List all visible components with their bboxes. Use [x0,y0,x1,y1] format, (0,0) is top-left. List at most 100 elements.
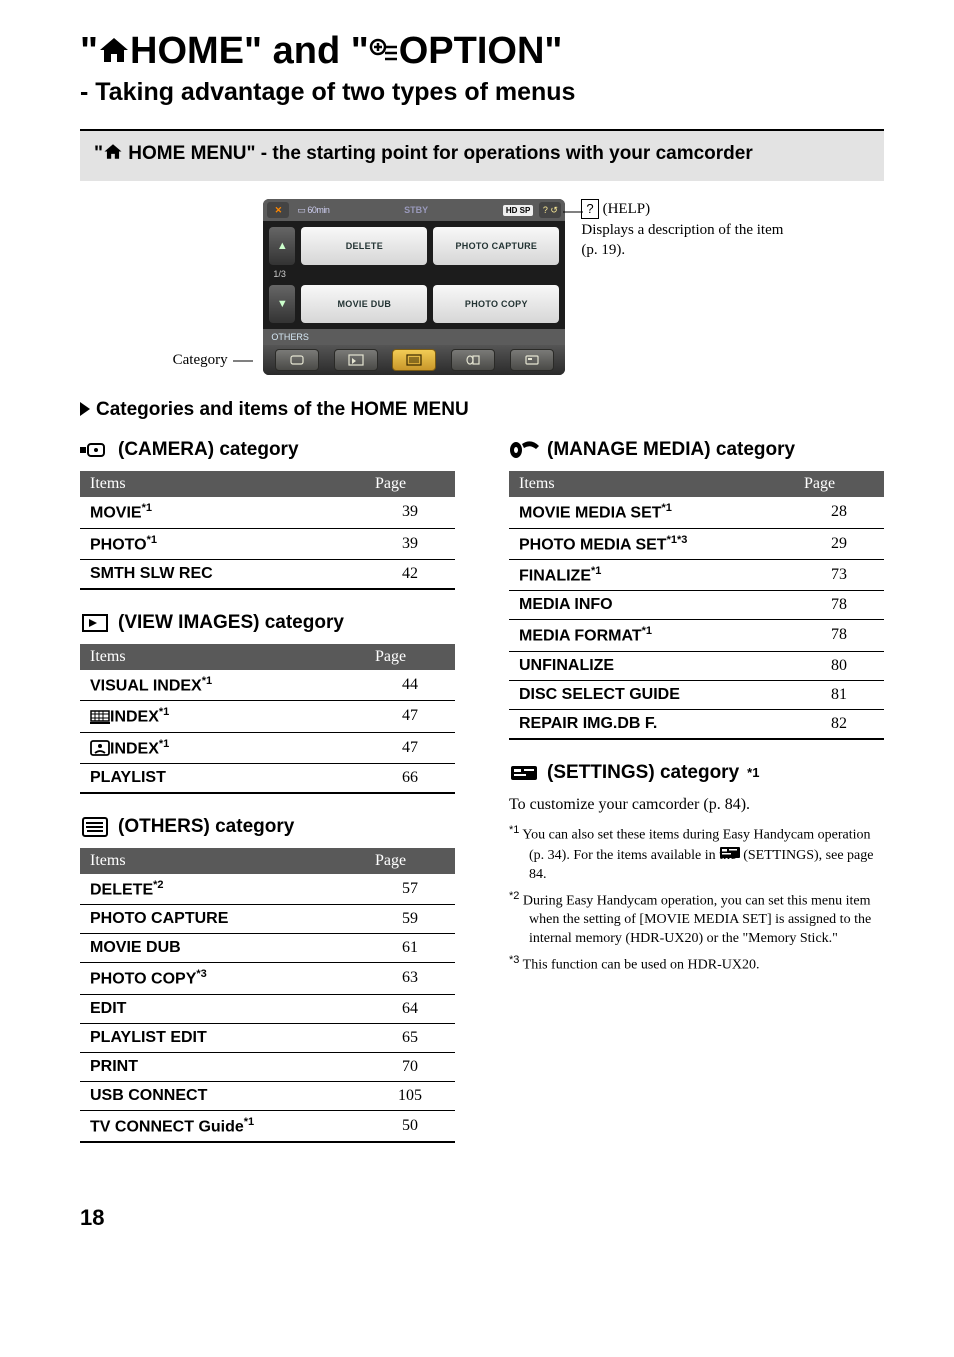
banner: " HOME MENU" - the starting point for op… [80,129,884,181]
table-row: REPAIR IMG.DB F.82 [509,709,884,739]
item-name: INDEX*1 [80,701,365,732]
table-row: PHOTO CAPTURE59 [80,905,455,934]
item-page: 39 [365,497,455,528]
categories-heading: Categories and items of the HOME MENU [80,399,884,421]
item-name: PLAYLIST EDIT [80,1023,365,1052]
shot-photo-copy-button: PHOTO COPY [433,285,559,323]
shot-battery-text: 60min [307,205,329,215]
item-page: 47 [365,732,455,763]
shot-topbar: ✕ ▭ 60min STBY HD SP ? ↺ [263,199,565,221]
item-page: 82 [794,709,884,739]
item-page: 81 [794,680,884,709]
item-page: 63 [365,963,455,994]
help-box-icon: ? [581,199,598,219]
camera-category-title: (CAMERA) category [118,439,299,461]
footnote-2-text: During Easy Handycam operation, you can … [523,893,871,946]
th-items: Items [509,471,794,497]
footnote-2: *2 During Easy Handycam operation, you c… [509,889,884,949]
footnote-3-text: This function can be used on HDR-UX20. [523,958,760,973]
shot-delete-button: DELETE [301,227,427,265]
table-row: USB CONNECT105 [80,1081,455,1110]
shot-hdsp: HD SP [503,205,533,216]
item-page: 64 [365,994,455,1023]
shot-page-counter: 1/3 [263,269,565,279]
item-name: FINALIZE*1 [509,559,794,590]
camera-category-heading: (CAMERA) category [80,439,455,461]
table-row: PLAYLIST EDIT65 [80,1023,455,1052]
item-page: 73 [794,559,884,590]
left-column: (CAMERA) category ItemsPage MOVIE*139PHO… [80,439,455,1165]
settings-sup: *1 [747,765,759,780]
settings-icon [509,762,539,784]
home-icon [98,31,130,74]
item-name: MOVIE*1 [80,497,365,528]
shot-stby: STBY [404,205,428,215]
shot-row-1: ▲ DELETE PHOTO CAPTURE [263,221,565,271]
table-row: SMTH SLW REC42 [80,559,455,589]
shot-down-icon: ▼ [269,285,295,323]
footnote-3: *3 This function can be used on HDR-UX20… [509,953,884,976]
item-name: MEDIA INFO [509,591,794,620]
th-items: Items [80,848,365,874]
others-category-title: (OTHERS) category [118,816,294,838]
view-category-heading: (VIEW IMAGES) category [80,612,455,634]
view-table: ItemsPage VISUAL INDEX*144INDEX*147INDEX… [80,644,455,794]
table-row: INDEX*147 [80,701,455,732]
camera-table: ItemsPage MOVIE*139PHOTO*139SMTH SLW REC… [80,471,455,590]
view-images-icon [80,612,110,634]
settings-category-title: (SETTINGS) category [547,762,739,784]
footnote-1-mark: *1 [509,824,519,836]
th-page: Page [365,644,455,670]
shot-close-icon: ✕ [267,202,289,218]
shot-battery: ▭ 60min [297,205,329,216]
item-name: SMTH SLW REC [80,559,365,589]
table-row: FINALIZE*173 [509,559,884,590]
table-row: PHOTO*139 [80,528,455,559]
page-title: "HOME" and "OPTION" [80,30,884,74]
item-page: 80 [794,651,884,680]
page-subtitle: - Taking advantage of two types of menus [80,78,884,107]
table-row: VISUAL INDEX*144 [80,670,455,701]
item-name: DELETE*2 [80,874,365,905]
shot-others-label: OTHERS [263,329,565,345]
shot-help-icon: ? ↺ [539,202,561,218]
table-row: PRINT70 [80,1052,455,1081]
th-page: Page [365,471,455,497]
table-row: MOVIE DUB61 [80,934,455,963]
table-row: PLAYLIST66 [80,763,455,793]
table-row: MOVIE*139 [80,497,455,528]
item-page: 50 [365,1110,455,1142]
table-row: PHOTO MEDIA SET*1*329 [509,528,884,559]
item-name: INDEX*1 [80,732,365,763]
home-icon [103,142,123,168]
item-page: 66 [365,763,455,793]
title-open-quote: " [80,30,98,72]
manage-media-icon [509,439,539,461]
view-category-title: (VIEW IMAGES) category [118,612,344,634]
shot-tab-manage-icon [451,349,495,371]
category-label: Category [173,352,256,375]
shot-tab-others-icon [392,349,436,371]
others-table: ItemsPage DELETE*257PHOTO CAPTURE59MOVIE… [80,848,455,1143]
th-items: Items [80,644,365,670]
footnote-2-mark: *2 [509,890,519,902]
table-row: DISC SELECT GUIDE81 [509,680,884,709]
others-icon [80,816,110,838]
item-page: 78 [794,620,884,651]
item-name: PLAYLIST [80,763,365,793]
manage-category-title: (MANAGE MEDIA) category [547,439,795,461]
help-label: (HELP) [603,201,651,217]
camera-icon [80,439,110,461]
table-row: INDEX*147 [80,732,455,763]
banner-open-quote: " [94,143,103,164]
help-callout: ? (HELP) Displays a description of the it… [581,199,791,260]
table-row: EDIT64 [80,994,455,1023]
manage-table: ItemsPage MOVIE MEDIA SET*128PHOTO MEDIA… [509,471,884,739]
item-name: USB CONNECT [80,1081,365,1110]
help-description: Displays a description of the item (p. 1… [581,222,783,258]
table-row: MEDIA INFO78 [509,591,884,620]
categories-heading-text: Categories and items of the HOME MENU [96,399,469,420]
item-page: 57 [365,874,455,905]
shot-movie-dub-button: MOVIE DUB [301,285,427,323]
others-category-heading: (OTHERS) category [80,816,455,838]
